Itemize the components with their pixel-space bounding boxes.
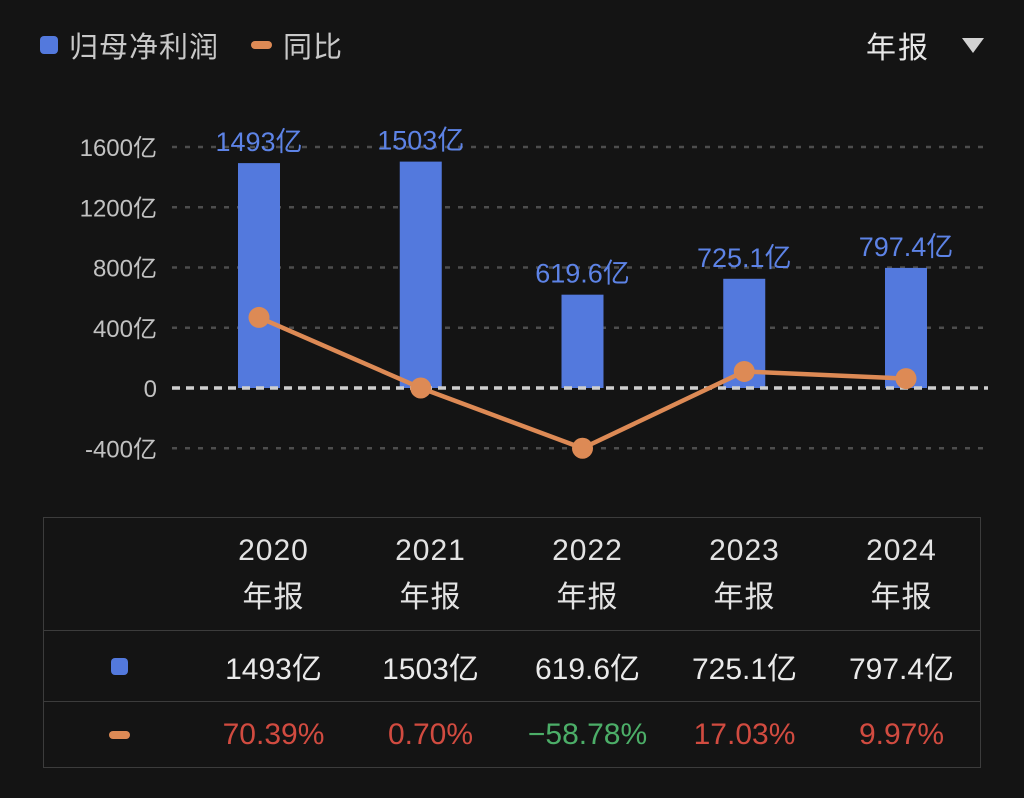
table-column-header: 2024 年报 — [823, 518, 980, 630]
column-period: 年报 — [870, 581, 933, 614]
table-value-cell: 17.03% — [666, 701, 823, 767]
bar-value-label: 725.1亿 — [697, 243, 792, 273]
y-axis-tick: -400亿 — [85, 436, 157, 463]
bar-value-label: 619.6亿 — [535, 259, 630, 289]
y-axis-tick: 400亿 — [93, 316, 157, 343]
table-value-cell: 797.4亿 — [823, 630, 980, 701]
caret-down-icon — [962, 37, 984, 53]
table-value-cell: 0.70% — [352, 701, 509, 767]
legend-label-yoy: 同比 — [283, 32, 344, 64]
table-column-header: 2020 年报 — [195, 518, 352, 630]
line-series-swatch-icon — [251, 41, 273, 49]
column-period: 年报 — [399, 581, 462, 614]
y-axis-tick: 800亿 — [93, 256, 157, 283]
line-series-swatch-icon — [109, 730, 130, 739]
column-period: 年报 — [242, 581, 305, 614]
column-year: 2021 — [395, 534, 466, 567]
table-value-cell: −58.78% — [509, 701, 666, 767]
legend-label-net-profit: 归母净利润 — [69, 32, 220, 64]
column-period: 年报 — [713, 581, 776, 614]
column-year: 2023 — [709, 534, 780, 567]
bar-value-label: 1493亿 — [215, 127, 302, 157]
table-row-legend-cell — [44, 630, 195, 701]
table-column-header: 2021 年报 — [352, 518, 509, 630]
table-row-legend-cell — [44, 701, 195, 767]
profit-yoy-chart[interactable]: 1600亿 1200亿 800亿 400亿 0 -400亿 1493亿 1503亿 619.6亿… — [0, 0, 1024, 505]
chart-header: 归母净利润 同比 年报 — [40, 23, 984, 67]
yoy-line-point[interactable] — [410, 377, 432, 399]
profit-bar[interactable] — [561, 294, 604, 388]
bar-value-label: 1503亿 — [377, 126, 464, 156]
table-value-cell: 725.1亿 — [666, 630, 823, 701]
column-year: 2024 — [866, 534, 937, 567]
table-value-cell: 9.97% — [823, 701, 980, 767]
yoy-line-point[interactable] — [248, 306, 270, 328]
table-value-cell: 1493亿 — [195, 630, 352, 701]
y-axis-tick: 0 — [144, 376, 157, 403]
y-axis-tick: 1200亿 — [80, 195, 157, 222]
table-corner-cell — [44, 518, 195, 630]
bar-value-label: 797.4亿 — [859, 232, 954, 262]
column-year: 2022 — [552, 534, 623, 567]
period-selector-label: 年报 — [866, 32, 930, 65]
column-period: 年报 — [556, 581, 619, 614]
bar-series-swatch-icon — [111, 657, 128, 675]
profit-bar[interactable] — [238, 163, 280, 388]
table-value-cell: 619.6亿 — [509, 630, 666, 701]
table-column-header: 2022 年报 — [509, 518, 666, 630]
legend-item-net-profit[interactable]: 归母净利润 — [40, 24, 219, 66]
table-value-cell: 1503亿 — [352, 630, 509, 701]
yoy-line-point[interactable] — [895, 368, 917, 390]
table-column-header: 2023 年报 — [666, 518, 823, 630]
results-table: 2020 年报 2021 年报 2022 年报 2023 年报 2024 年报 1493亿 1503亿… — [43, 517, 981, 768]
y-axis-tick: 1600亿 — [80, 135, 157, 162]
table-value-cell: 70.39% — [195, 701, 352, 767]
period-selector-dropdown[interactable]: 年报 — [866, 23, 984, 67]
bar-series-swatch-icon — [40, 36, 58, 54]
profit-bar[interactable] — [399, 161, 442, 388]
legend-item-yoy[interactable]: 同比 — [251, 24, 343, 66]
column-year: 2020 — [238, 534, 309, 567]
yoy-line-point[interactable] — [733, 360, 755, 382]
profit-bar[interactable] — [885, 267, 927, 388]
yoy-line-point[interactable] — [572, 437, 593, 459]
